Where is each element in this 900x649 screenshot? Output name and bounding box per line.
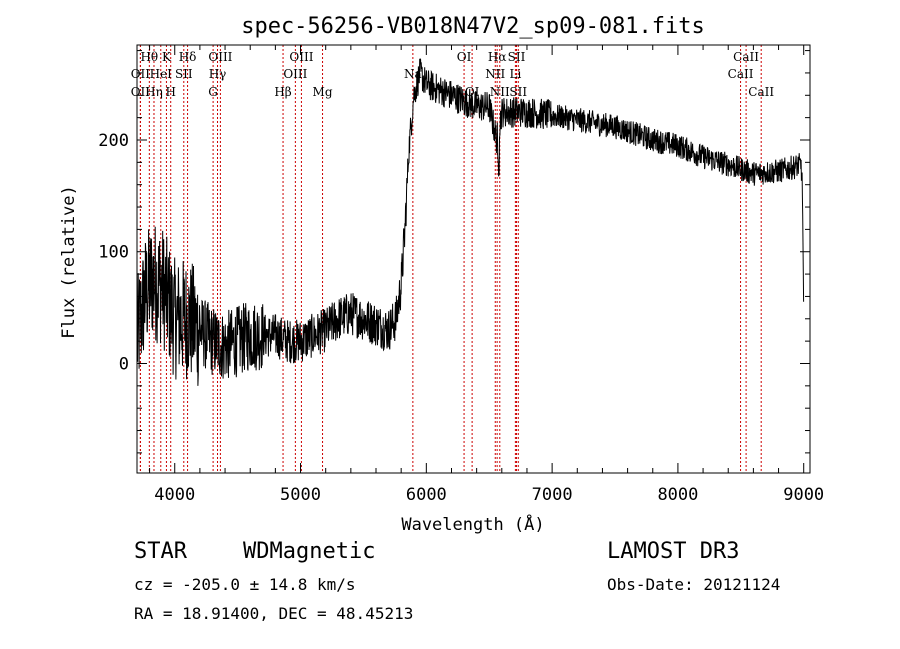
x-axis-label: Wavelength (Å) bbox=[401, 513, 544, 535]
spectral-line-label: Hα bbox=[488, 50, 507, 64]
x-tick-label: 8000 bbox=[657, 485, 698, 505]
spectral-line-label: SII bbox=[509, 85, 527, 99]
x-tick-label: 5000 bbox=[280, 485, 321, 505]
spectral-line-label: Hδ bbox=[179, 50, 197, 64]
spectral-line-label: NII bbox=[490, 85, 510, 99]
survey-name: LAMOST DR3 bbox=[607, 539, 740, 564]
spectral-line-label: OII bbox=[131, 85, 151, 99]
spectral-line-label: OIII bbox=[208, 50, 232, 64]
y-tick-label: 200 bbox=[98, 131, 129, 151]
spectral-line-label: HeI bbox=[150, 67, 173, 81]
spectral-line-label: Mg bbox=[313, 85, 333, 99]
chart-title: spec-56256-VB018N47V2_sp09-081.fits bbox=[241, 14, 705, 39]
spectral-line-label: CaII bbox=[748, 85, 774, 99]
x-tick-label: 6000 bbox=[406, 485, 447, 505]
object-subclass: WDMagnetic bbox=[243, 539, 376, 564]
spectral-line-label: Hη bbox=[145, 85, 163, 99]
y-axis-ticks: 0 100 200 bbox=[98, 50, 810, 454]
spectral-line-label: K bbox=[162, 50, 172, 64]
object-type: STAR bbox=[134, 539, 187, 564]
x-axis-ticks: 4000 5000 6000 7000 8000 9000 bbox=[149, 45, 824, 505]
spectral-line-label: OIII bbox=[289, 50, 313, 64]
spectral-line-label: Li bbox=[509, 67, 521, 81]
reference-lines bbox=[139, 45, 762, 473]
spectral-line-label: CaII bbox=[733, 50, 759, 64]
y-axis-label: Flux (relative) bbox=[59, 185, 79, 339]
plot-frame bbox=[136, 44, 811, 474]
spectral-line-label: OI bbox=[457, 50, 472, 64]
spectral-line-label: CaII bbox=[728, 67, 754, 81]
flux-series-line bbox=[136, 58, 805, 386]
spectral-line-label: Hγ bbox=[209, 67, 227, 81]
spectral-line-label: OIII bbox=[283, 67, 307, 81]
spectral-line-label: Hβ bbox=[274, 85, 291, 99]
spectral-line-label: SII bbox=[175, 67, 193, 81]
x-tick-label: 9000 bbox=[783, 485, 824, 505]
y-tick-label: 100 bbox=[98, 243, 129, 263]
observation-date: Obs-Date: 20121124 bbox=[607, 575, 781, 594]
x-tick-label: 7000 bbox=[532, 485, 573, 505]
y-tick-label: 0 bbox=[119, 354, 129, 374]
x-tick-label: 4000 bbox=[154, 485, 195, 505]
spectral-line-label: OII bbox=[131, 67, 151, 81]
spectral-line-label: NII bbox=[485, 67, 505, 81]
spectral-line-label: G bbox=[208, 85, 218, 99]
spectral-line-label: H bbox=[165, 85, 175, 99]
spectral-line-label: SII bbox=[508, 50, 526, 64]
spectral-line-label: Hθ bbox=[140, 50, 158, 64]
coordinates: RA = 18.91400, DEC = 48.45213 bbox=[134, 604, 414, 623]
redshift-velocity: cz = -205.0 ± 14.8 km/s bbox=[134, 575, 356, 594]
